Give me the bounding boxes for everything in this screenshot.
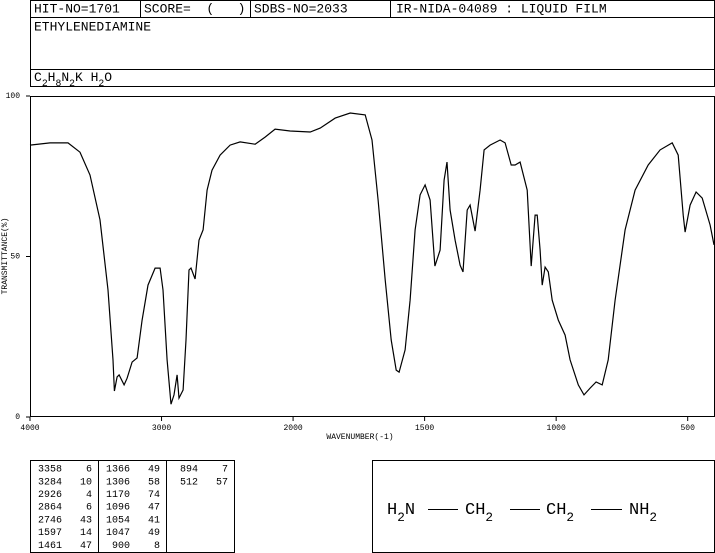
peak-wavenumber: 3358: [38, 465, 62, 476]
subscript: 2: [566, 510, 574, 525]
subscript: 2: [98, 78, 104, 89]
peak-wavenumber: 1054: [106, 515, 130, 526]
x-tick-label: 2000: [283, 424, 302, 433]
peak-wavenumber: 2926: [38, 490, 62, 501]
peak-transmittance: 6: [86, 503, 92, 514]
peak-transmittance: 47: [148, 503, 160, 514]
y-tick-label: 50: [10, 253, 20, 262]
y-axis-label: TRANSMITTANCE(%): [1, 218, 10, 295]
text-part: N: [61, 70, 69, 85]
peak-wavenumber: 1461: [38, 541, 62, 552]
score: SCORE= ( ): [144, 1, 245, 16]
text-part: N: [405, 501, 415, 520]
text-part: O: [104, 70, 112, 85]
text-part: K H: [75, 70, 98, 85]
text-part: CH: [546, 501, 566, 520]
peak-wavenumber: 2746: [38, 515, 62, 526]
peak-transmittance: 47: [80, 541, 92, 552]
x-axis-label: WAVENUMBER(-1): [326, 433, 393, 442]
peak-wavenumber: 894: [180, 465, 198, 476]
subscript: 2: [649, 510, 657, 525]
x-tick-label: 1000: [547, 424, 566, 433]
hit-no: HIT-NO=1701: [34, 1, 120, 16]
structure: H2N CH2 CH2 NH2: [387, 501, 657, 524]
peak-wavenumber: 900: [112, 541, 130, 552]
peak-wavenumber: 1306: [106, 477, 130, 488]
subscript: 2: [42, 78, 48, 89]
peak-wavenumber: 1597: [38, 528, 62, 539]
peak-wavenumber: 2864: [38, 503, 62, 514]
subscript: 2: [397, 510, 405, 525]
header-box: [30, 0, 715, 87]
x-tick-label: 4000: [20, 424, 39, 433]
subscript: 8: [55, 78, 61, 89]
y-tick-label: 100: [6, 92, 21, 101]
peak-transmittance: 8: [154, 541, 160, 552]
peak-transmittance: 41: [148, 515, 160, 526]
sdbs-no: SDBS-NO=2033: [254, 1, 348, 16]
y-tick-label: 0: [15, 413, 20, 422]
peak-transmittance: 49: [148, 528, 160, 539]
peak-transmittance: 57: [216, 477, 228, 488]
peak-wavenumber: 512: [180, 477, 198, 488]
peak-transmittance: 6: [86, 465, 92, 476]
compound-name: ETHYLENEDIAMINE: [34, 19, 151, 34]
peak-transmittance: 10: [80, 477, 92, 488]
atom-group: NH2: [629, 501, 657, 524]
atom-group: CH2: [465, 501, 493, 524]
peak-wavenumber: 1047: [106, 528, 130, 539]
text-part: C: [34, 70, 42, 85]
peak-wavenumber: 1366: [106, 465, 130, 476]
text-part: H: [48, 70, 56, 85]
x-tick-label: 500: [680, 424, 695, 433]
subscript: 2: [485, 510, 493, 525]
x-tick-label: 1500: [415, 424, 434, 433]
peak-wavenumber: 1096: [106, 503, 130, 514]
subscript: 2: [69, 78, 75, 89]
atom-group: CH2: [546, 501, 574, 524]
atom-group: H2N: [387, 501, 415, 524]
structure-box: [372, 460, 715, 553]
peak-wavenumber: 3284: [38, 477, 62, 488]
text-part: NH: [629, 501, 649, 520]
peak-transmittance: 7: [222, 465, 228, 476]
peak-transmittance: 58: [148, 477, 160, 488]
formula: C2H8N2K H2O: [34, 70, 112, 89]
peak-transmittance: 14: [80, 528, 92, 539]
method: IR-NIDA-04089 : LIQUID FILM: [396, 1, 607, 16]
text-part: CH: [465, 501, 485, 520]
peak-transmittance: 74: [148, 490, 160, 501]
peak-transmittance: 43: [80, 515, 92, 526]
peak-wavenumber: 1170: [106, 490, 130, 501]
peak-transmittance: 49: [148, 465, 160, 476]
text-part: H: [387, 501, 397, 520]
x-tick-label: 3000: [152, 424, 171, 433]
spectrum-line: [29, 112, 715, 405]
peak-transmittance: 4: [86, 490, 92, 501]
